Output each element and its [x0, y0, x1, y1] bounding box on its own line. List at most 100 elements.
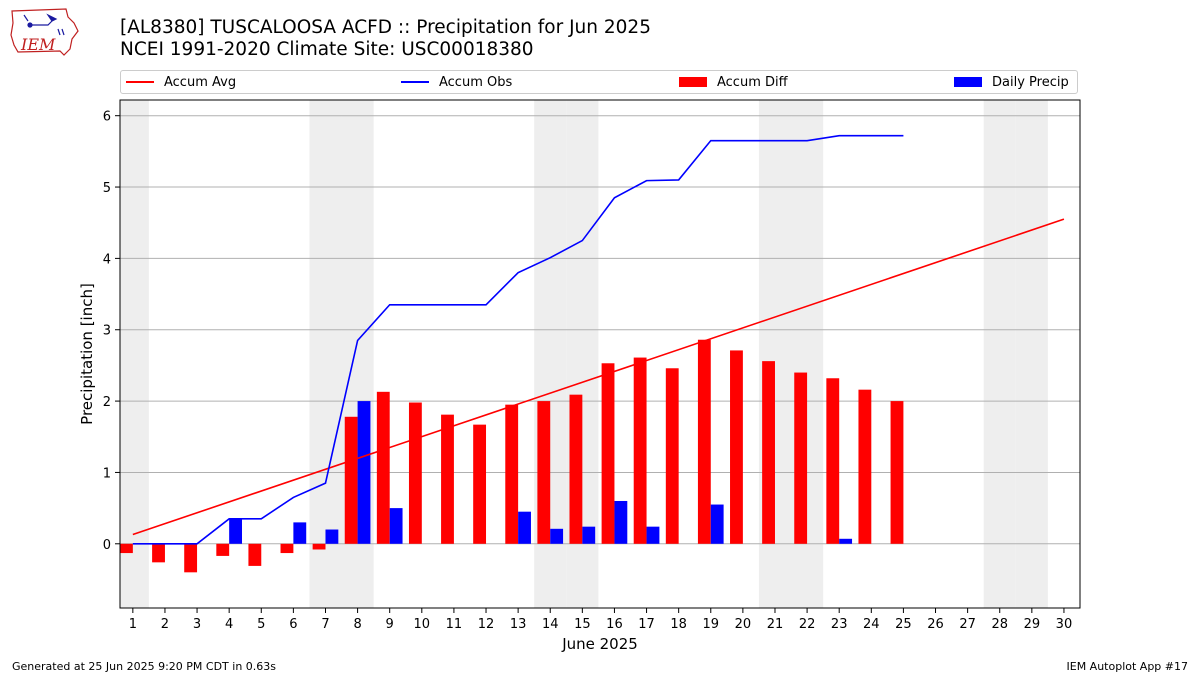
accum-obs-line — [132, 134, 904, 545]
y-tick-label-5: 5 — [103, 181, 111, 196]
x-tick-label-19: 19 — [702, 617, 719, 632]
x-tick-label-29: 29 — [1024, 617, 1041, 632]
x-tick-label-8: 8 — [353, 617, 361, 632]
accum-diff-bar-day-23 — [826, 378, 840, 544]
x-tick-label-11: 11 — [446, 617, 463, 632]
daily-precip-bar-day-19 — [710, 504, 724, 544]
x-tick-label-26: 26 — [927, 617, 944, 632]
autoplot-app-label: IEM Autoplot App #17 — [1066, 660, 1189, 673]
y-tick-label-3: 3 — [103, 324, 111, 339]
x-tick-label-5: 5 — [257, 617, 265, 632]
accum-diff-bar-day-2 — [152, 543, 165, 563]
x-tick-label-10: 10 — [414, 617, 431, 632]
x-tick-label-1: 1 — [129, 617, 137, 632]
x-axis-label: June 2025 — [561, 635, 638, 653]
weekend-shade-1 — [120, 100, 149, 608]
x-tick-label-15: 15 — [574, 617, 591, 632]
accum-diff-bar-day-22 — [794, 372, 808, 544]
x-tick-label-12: 12 — [478, 617, 495, 632]
accum-diff-bar-day-15 — [569, 394, 583, 544]
weather-station-icon — [23, 13, 65, 36]
accum-diff-bar-day-19 — [697, 339, 711, 544]
x-tick-label-16: 16 — [606, 617, 623, 632]
x-tick-label-4: 4 — [225, 617, 233, 632]
accum-diff-bar-day-24 — [858, 389, 872, 544]
accum-diff-bar-day-5 — [248, 543, 262, 566]
accum-diff-bar-day-4 — [216, 543, 230, 556]
legend-label-accum-avg: Accum Avg — [164, 75, 237, 90]
accum-diff-bar-day-13 — [505, 404, 519, 544]
x-tick-label-20: 20 — [735, 617, 752, 632]
x-tick-label-22: 22 — [799, 617, 816, 632]
accum-diff-bar-day-16 — [601, 363, 615, 544]
plot-frame — [119, 99, 1081, 609]
accum-diff-bar-day-20 — [730, 350, 743, 544]
daily-precip-bars — [229, 401, 853, 544]
x-tick-label-23: 23 — [831, 617, 848, 632]
daily-precip-bar-day-14 — [550, 528, 564, 544]
legend-swatch-accum-diff — [679, 76, 707, 87]
x-tick-label-17: 17 — [638, 617, 655, 632]
accum-diff-bar-day-1 — [120, 543, 133, 554]
iem-logo: IEM — [10, 8, 79, 56]
logo-text: IEM — [20, 35, 56, 54]
daily-precip-bar-day-8 — [357, 401, 371, 544]
y-tick-label-1: 1 — [103, 466, 111, 481]
x-tick-label-30: 30 — [1056, 617, 1073, 632]
x-tick-label-9: 9 — [386, 617, 394, 632]
chart-subtitle: NCEI 1991-2020 Climate Site: USC00018380 — [120, 39, 534, 60]
accum-diff-bar-day-8 — [344, 416, 358, 544]
accum-diff-bar-day-14 — [537, 401, 551, 544]
daily-precip-bar-day-15 — [582, 526, 596, 544]
legend-swatch-accum-obs — [401, 80, 429, 83]
legend-item-accum-avg: Accum Avg — [126, 74, 236, 92]
accum-diff-bar-day-9 — [376, 391, 390, 544]
legend-swatch-accum-avg — [126, 80, 154, 83]
accum-diff-bar-day-7 — [312, 543, 326, 550]
daily-precip-bar-day-6 — [293, 522, 307, 544]
legend-swatch-daily-precip — [954, 76, 982, 87]
weekend-shade-7 — [309, 100, 342, 608]
legend-label-accum-diff: Accum Diff — [717, 75, 788, 90]
legend: Accum Avg Accum Obs Accum Diff Daily Pre… — [120, 70, 1078, 94]
accum-diff-bar-day-18 — [665, 368, 679, 544]
accum-diff-bar-day-6 — [280, 543, 294, 554]
legend-label-accum-obs: Accum Obs — [439, 75, 513, 90]
weekend-shade-28 — [983, 100, 1016, 608]
accum-diff-bar-day-12 — [473, 424, 487, 544]
accum-diff-bar-day-3 — [184, 543, 198, 573]
x-tick-label-14: 14 — [542, 617, 559, 632]
legend-label-daily-precip: Daily Precip — [992, 75, 1069, 90]
daily-precip-bar-day-9 — [389, 508, 403, 544]
accum-diff-bar-day-10 — [408, 402, 422, 544]
weekend-shade-29 — [1015, 100, 1048, 608]
y-tick-label-0: 0 — [103, 538, 111, 553]
y-axis-label: Precipitation [inch] — [78, 283, 96, 425]
daily-precip-bar-day-23 — [839, 538, 853, 544]
daily-precip-bar-day-16 — [614, 500, 628, 544]
daily-precip-bar-day-17 — [646, 526, 660, 544]
x-tick-label-28: 28 — [991, 617, 1008, 632]
daily-precip-bar-day-4 — [229, 518, 243, 544]
legend-item-daily-precip: Daily Precip — [954, 74, 1069, 92]
x-tick-label-2: 2 — [161, 617, 169, 632]
x-tick-label-13: 13 — [510, 617, 527, 632]
x-tick-label-18: 18 — [670, 617, 687, 632]
accum-diff-bar-day-25 — [890, 401, 904, 544]
x-tick-label-3: 3 — [193, 617, 201, 632]
accum-diff-bar-day-11 — [441, 414, 454, 544]
x-axis-ticks: 1 2 3 4 5 6 7 8 9 10 11 12 13 14 15 16 17 18 19 20 21 22 23 24 2… — [129, 608, 1073, 632]
x-tick-label-24: 24 — [863, 617, 880, 632]
accum-diff-bar-day-21 — [762, 361, 775, 544]
accum-diff-bars — [120, 339, 904, 573]
accum-diff-bar-day-17 — [633, 357, 647, 544]
y-gridlines — [120, 115, 1080, 545]
accum-avg-line — [132, 218, 1065, 536]
x-tick-label-25: 25 — [895, 617, 912, 632]
y-tick-label-6: 6 — [103, 110, 111, 125]
x-tick-label-6: 6 — [289, 617, 297, 632]
y-axis-ticks: 0 1 2 3 4 5 6 — [103, 110, 120, 553]
y-tick-label-2: 2 — [103, 395, 111, 410]
legend-item-accum-diff: Accum Diff — [679, 74, 788, 92]
